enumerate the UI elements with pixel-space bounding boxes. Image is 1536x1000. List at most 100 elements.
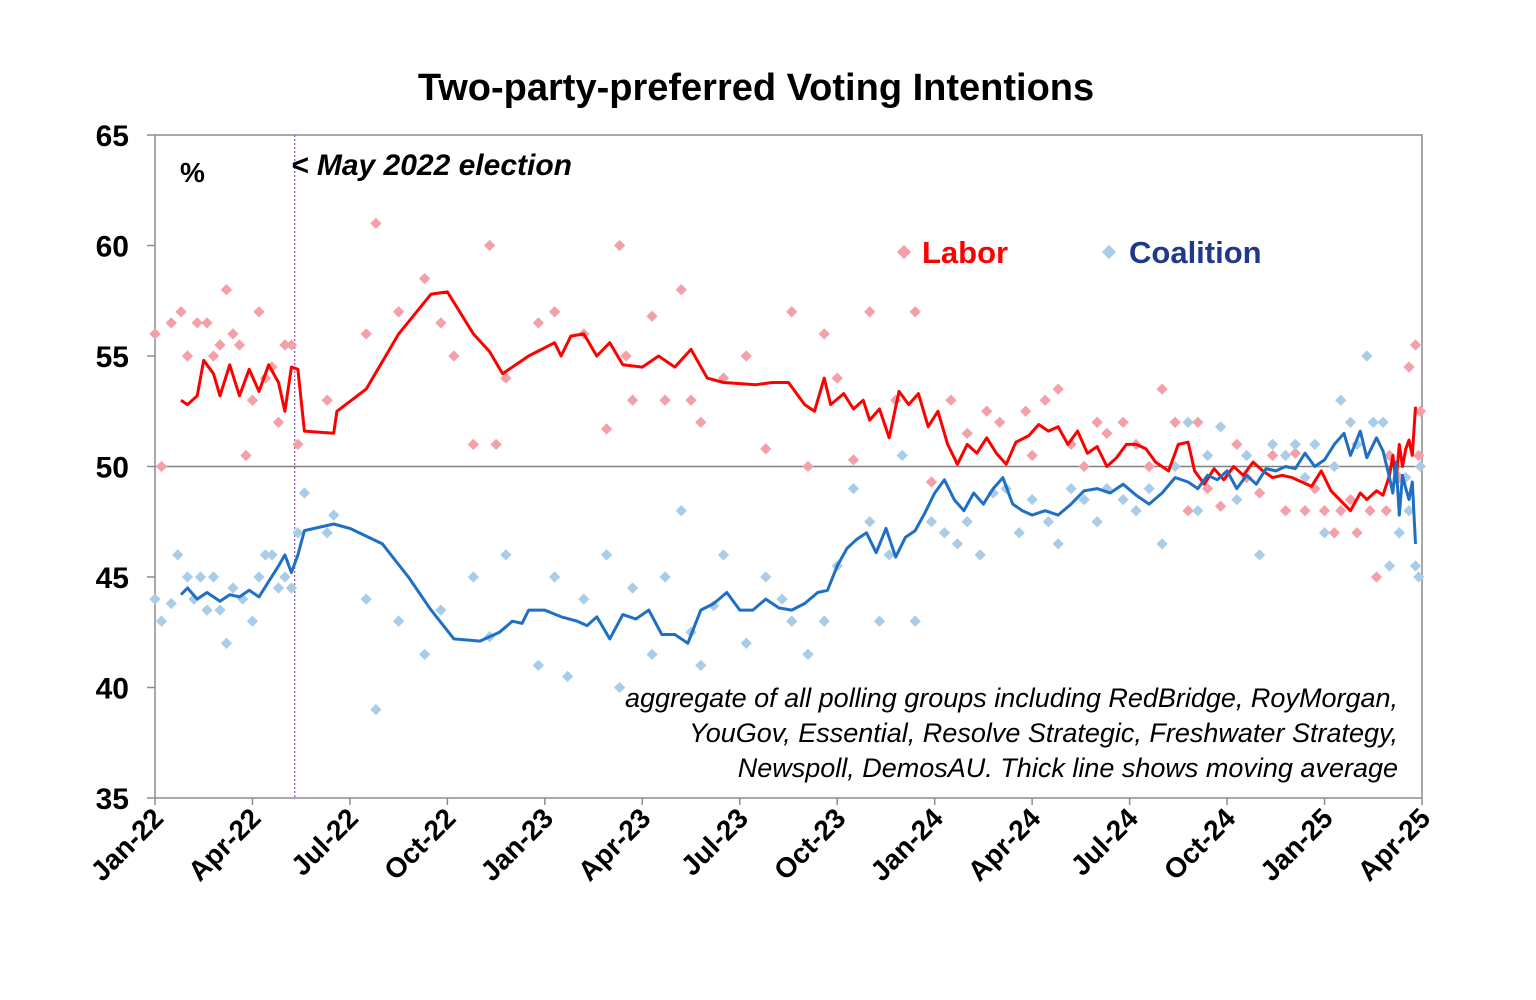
coalition-poll-point xyxy=(1299,471,1311,484)
coalition-poll-point xyxy=(1201,449,1214,462)
labor-poll-point xyxy=(1156,383,1168,395)
coalition-poll-point xyxy=(896,449,908,462)
coalition-poll-point xyxy=(818,615,830,627)
y-tick-label: 40 xyxy=(96,673,129,706)
coalition-poll-point xyxy=(1013,527,1025,539)
labor-poll-point xyxy=(1299,505,1311,517)
coalition-poll-point xyxy=(246,615,259,627)
labor-poll-point xyxy=(201,317,213,329)
coalition-poll-point xyxy=(392,615,405,627)
labor-poll-point xyxy=(214,339,226,351)
coalition-poll-point xyxy=(207,571,220,583)
coalition-poll-point xyxy=(435,604,447,616)
coalition-poll-point xyxy=(1367,416,1379,428)
coalition-poll-point xyxy=(1143,482,1155,495)
coalition-poll-point xyxy=(1052,538,1064,550)
coalition-poll-point xyxy=(626,582,639,594)
coalition-poll-point xyxy=(1078,493,1090,506)
labor-poll-point xyxy=(292,438,304,451)
coalition-poll-point xyxy=(328,509,340,521)
coalition-poll-point xyxy=(1361,350,1373,362)
labor-poll-point xyxy=(1364,505,1376,517)
coalition-poll-point xyxy=(1117,493,1129,506)
coalition-poll-point xyxy=(578,593,590,605)
labor-poll-point xyxy=(1328,527,1340,539)
labor-poll-point xyxy=(802,460,814,473)
coalition-poll-point xyxy=(938,527,951,539)
coalition-poll-point xyxy=(1156,538,1168,550)
legend: Labor Coalition xyxy=(896,235,1262,270)
labor-poll-point xyxy=(1039,394,1051,406)
labor-poll-point xyxy=(191,317,203,329)
coalition-poll-point xyxy=(1344,416,1357,428)
labor-poll-point xyxy=(149,328,161,340)
x-tick-label: Apr-24 xyxy=(962,802,1047,887)
labor-poll-point xyxy=(831,372,843,384)
labor-poll-point xyxy=(1143,460,1155,473)
coalition-poll-point xyxy=(802,648,814,661)
labor-poll-point xyxy=(847,454,860,466)
coalition-poll-point xyxy=(172,549,184,561)
y-axis: 35 40 45 50 55 60 65 xyxy=(96,120,155,816)
coalition-poll-point xyxy=(1091,516,1103,528)
labor-poll-point xyxy=(818,328,830,340)
coalition-poll-point xyxy=(214,604,226,616)
labor-poll-point xyxy=(626,394,639,406)
labor-poll-point xyxy=(448,350,460,362)
x-tick-label: Apr-22 xyxy=(182,802,267,887)
y-tick-label: 55 xyxy=(96,341,129,374)
labor-poll-point xyxy=(1253,487,1266,499)
labor-poll-point xyxy=(483,239,496,252)
coalition-poll-point xyxy=(883,549,895,561)
coalition-poll-point xyxy=(272,582,285,594)
coalition-poll-point xyxy=(165,597,177,610)
coalition-poll-point xyxy=(1231,493,1243,506)
coalition-poll-point xyxy=(1192,505,1204,517)
coalition-poll-point xyxy=(847,482,860,495)
labor-poll-point xyxy=(1231,438,1243,451)
coalition-poll-point xyxy=(548,571,561,583)
legend-labor-marker xyxy=(896,244,912,260)
x-axis: Jan-22 Apr-22 Jul-22 Oct-22 Jan-23 Apr-23 Jul-… xyxy=(85,798,1436,887)
coalition-poll-point xyxy=(259,549,272,561)
coalition-poll-point xyxy=(613,681,626,694)
coalition-poll-point xyxy=(776,593,788,605)
coalition-poll-point xyxy=(951,538,964,550)
labor-poll-point xyxy=(321,394,333,406)
y-tick-label: 45 xyxy=(96,562,129,595)
coalition-moving-average-line xyxy=(179,429,1417,645)
labor-poll-point xyxy=(272,416,285,428)
labor-poll-point xyxy=(740,350,752,362)
coalition-poll-point xyxy=(1214,421,1227,433)
labor-poll-point xyxy=(1266,449,1279,462)
source-note: aggregate of all polling groups includin… xyxy=(625,683,1398,783)
labor-poll-point xyxy=(695,416,707,428)
labor-poll-point xyxy=(207,350,220,362)
labor-poll-point xyxy=(360,328,372,340)
coalition-poll-point xyxy=(155,615,168,627)
coalition-poll-point xyxy=(1309,438,1321,451)
coalition-poll-point xyxy=(532,659,545,672)
x-tick-label: Oct-23 xyxy=(768,802,852,886)
labor-poll-point xyxy=(253,306,265,318)
labor-poll-point xyxy=(1182,505,1194,517)
labor-poll-point xyxy=(864,306,876,318)
labor-poll-point xyxy=(1201,482,1214,495)
coalition-poll-point xyxy=(1253,549,1266,561)
labor-poll-point xyxy=(155,460,168,473)
labor-poll-point xyxy=(994,416,1006,428)
coalition-poll-point xyxy=(227,582,239,594)
x-tick-label: Jan-23 xyxy=(474,802,559,887)
coalition-poll-point xyxy=(1403,505,1415,517)
coalition-poll-point xyxy=(600,549,613,561)
labor-poll-point xyxy=(1117,416,1129,428)
coalition-poll-point xyxy=(360,593,372,605)
coalition-poll-point xyxy=(253,571,265,583)
coalition-poll-point xyxy=(370,703,382,716)
labor-poll-point xyxy=(490,438,502,451)
legend-coalition-marker xyxy=(1101,244,1117,260)
labor-poll-point xyxy=(1289,447,1301,459)
labor-poll-point xyxy=(1192,416,1204,428)
coalition-poll-point xyxy=(786,615,798,627)
coalition-poll-point xyxy=(740,637,752,649)
